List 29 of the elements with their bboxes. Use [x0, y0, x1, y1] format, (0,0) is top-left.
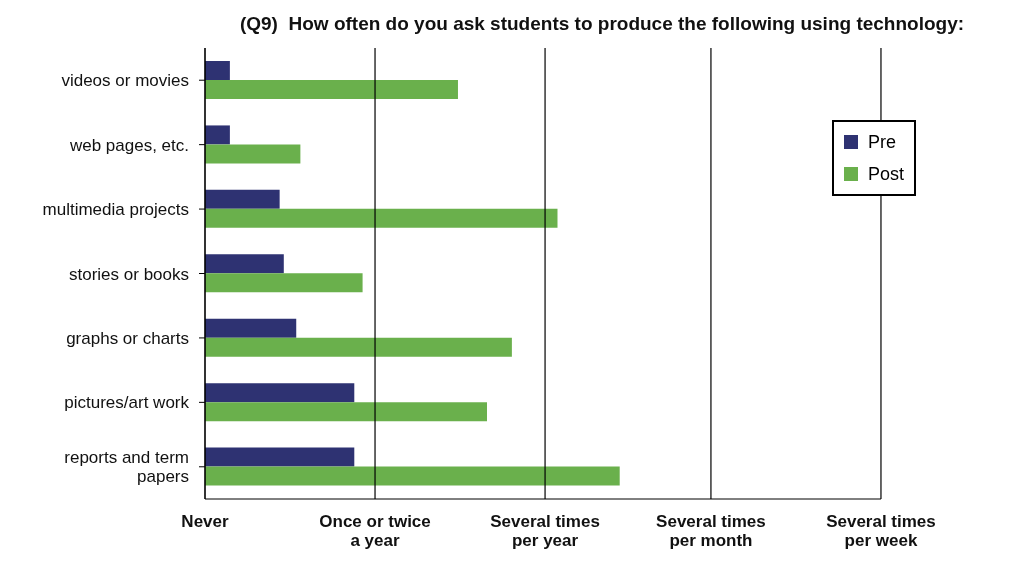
- chart-title: (Q9) How often do you ask students to produce the following using technology:: [238, 12, 966, 36]
- ref-line-label: Several times per week: [826, 512, 936, 550]
- bar: [205, 189, 280, 209]
- y-tick-label: videos or movies: [61, 71, 189, 91]
- bar: [205, 80, 458, 99]
- bar: [205, 318, 297, 338]
- bar: [205, 466, 620, 486]
- bar: [205, 273, 363, 293]
- y-tick-label: multimedia projects: [42, 200, 189, 220]
- ref-line-label: Once or twice a year: [319, 512, 431, 550]
- y-tick-label: web pages, etc.: [68, 135, 189, 155]
- y-tick-label: reports and term papers: [64, 448, 189, 487]
- legend-label: Post: [866, 163, 904, 186]
- y-tick-label: stories or books: [69, 264, 189, 284]
- bar: [205, 254, 284, 274]
- bar: [205, 125, 230, 145]
- bar: [205, 144, 301, 164]
- ref-line-label: Several times per year: [490, 512, 600, 550]
- bar: [205, 208, 558, 228]
- y-tick-label: graphs or charts: [66, 328, 189, 348]
- ref-line-label: Never: [181, 512, 230, 531]
- y-tick-label: pictures/art work: [64, 393, 190, 413]
- bar: [205, 383, 355, 403]
- bar: [205, 402, 487, 422]
- bar: [205, 337, 512, 357]
- bar: [205, 447, 355, 467]
- legend-label: Pre: [866, 131, 897, 154]
- bar: [205, 61, 230, 80]
- ref-line-label: Several times per month: [656, 512, 766, 550]
